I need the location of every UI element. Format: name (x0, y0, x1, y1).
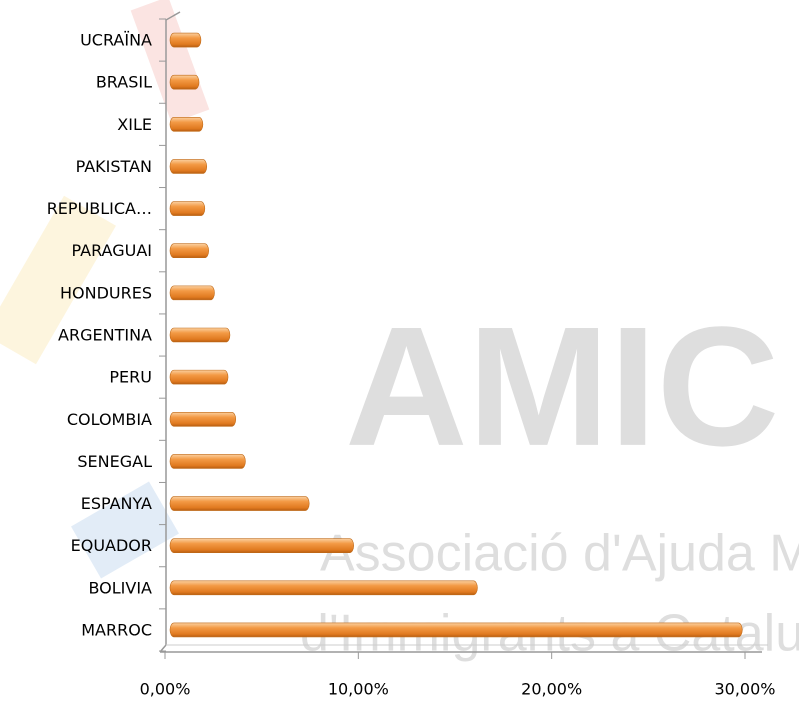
x-tick-label: 20,00% (521, 680, 582, 699)
y-tick-label: UCRAÏNA (80, 31, 152, 50)
y-tick-label: BOLIVIA (88, 578, 152, 597)
wm-shape (130, 0, 210, 124)
wm-shape (0, 195, 116, 365)
bar (169, 159, 208, 174)
y-tick-label: MARROC (81, 620, 152, 639)
y-tick-label: BRASIL (96, 73, 152, 92)
bar (169, 327, 231, 343)
bar (169, 369, 229, 385)
watermark: AMIC Associació d'Ajuda Mútua d'Immigran… (0, 0, 799, 663)
y-tick-label: EQUADOR (71, 536, 152, 555)
y-tick-label: XILE (117, 115, 152, 134)
bar (169, 622, 743, 638)
bar (169, 201, 206, 216)
bar (169, 243, 209, 259)
bar (169, 538, 354, 553)
y-tick-label: PAKISTAN (76, 157, 152, 176)
bar (169, 411, 237, 427)
y-tick-label: HONDURES (60, 283, 152, 302)
y-tick-label: COLOMBIA (67, 410, 152, 429)
wm-logo: AMIC (345, 292, 779, 482)
y-tick-label: ARGENTINA (58, 326, 152, 345)
bar (169, 454, 246, 469)
y-tick-label: PARAGUAI (72, 241, 152, 260)
y-tick-label: ESPANYA (81, 494, 152, 513)
bar (169, 32, 202, 48)
x-tick-label: 30,00% (714, 680, 775, 699)
bar (169, 285, 215, 301)
x-tick-label: 10,00% (328, 680, 389, 699)
x-tick-label: 0,00% (140, 680, 191, 699)
bar (169, 117, 204, 132)
y-axis (159, 11, 181, 653)
y-tick-label: REPUBLICA… (47, 199, 152, 218)
y-tick-label: PERU (109, 368, 152, 387)
wm-shape (71, 481, 179, 579)
wm-line: Associació d'Ajuda Mútua (320, 525, 799, 583)
bar (169, 74, 200, 90)
y-tick-label: SENEGAL (77, 452, 152, 471)
bar (169, 580, 478, 596)
axes (159, 11, 768, 653)
bar (169, 496, 310, 511)
